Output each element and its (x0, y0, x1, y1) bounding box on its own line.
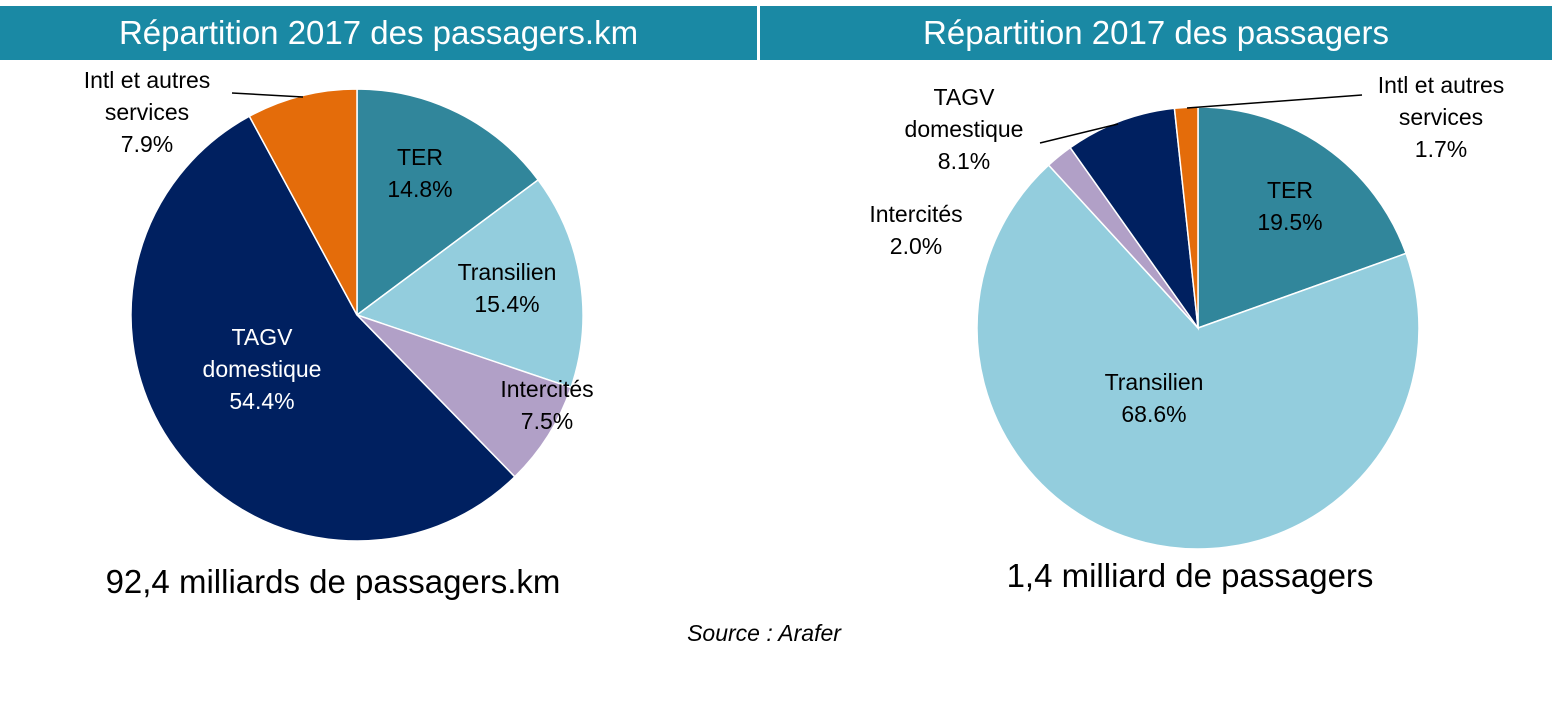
data-label-tagv-domestique: TAGV domestique 8.1% (905, 84, 1024, 174)
pie-slice-intl-et-autres-services (248, 88, 358, 316)
leader-line-intl-et-autres-services (231, 92, 304, 98)
pie-slice-tagv-domestique (1069, 107, 1200, 331)
pie-slice-ter (1197, 106, 1407, 330)
data-label-intl-et-autres-services: Intl et autres services 1.7% (1378, 72, 1505, 162)
pie-passagers-km: TER 14.8%Transilien 15.4% Intercités 7.5% TAG… (84, 67, 594, 542)
chart-title-right: Répartition 2017 des passagers (760, 6, 1552, 60)
source-note: Source : Arafer (687, 620, 841, 646)
pie-passagers: TER 19.5% Transilien 68.6% Intercités 2.0% TAG… (869, 72, 1505, 550)
leader-line-intl-et-autres-services (1186, 94, 1363, 109)
pie-slice-transilien (355, 178, 584, 389)
data-label-intl-et-autres-services: Intl et autres services 7.9% (84, 67, 211, 157)
pie-slice-ter (356, 88, 540, 317)
data-label-intercit-s: Intercités 2.0% (869, 201, 962, 259)
chart-title-left: Répartition 2017 des passagers.km (0, 6, 757, 60)
data-label-transilien: Transilien 15.4% (458, 259, 557, 317)
data-label-tagv-domestique: TAGV domestique 54.4% (203, 324, 322, 414)
pie-slice-tagv-domestique (130, 115, 516, 542)
data-label-intercit-s: Intercités 7.5% (500, 376, 593, 434)
data-label-ter: TER 14.8% (387, 144, 452, 202)
pie-slice-transilien (976, 164, 1420, 550)
total-label-right: 1,4 milliard de passagers (1006, 557, 1374, 594)
total-label-left: 92,4 milliards de passagers.km (105, 563, 561, 600)
data-label-transilien: Transilien 68.6% (1105, 369, 1204, 427)
pie-slice-intercit-s (356, 314, 572, 478)
leader-line-tagv-domestique (1039, 123, 1119, 144)
data-label-ter: TER 19.5% (1257, 177, 1322, 235)
